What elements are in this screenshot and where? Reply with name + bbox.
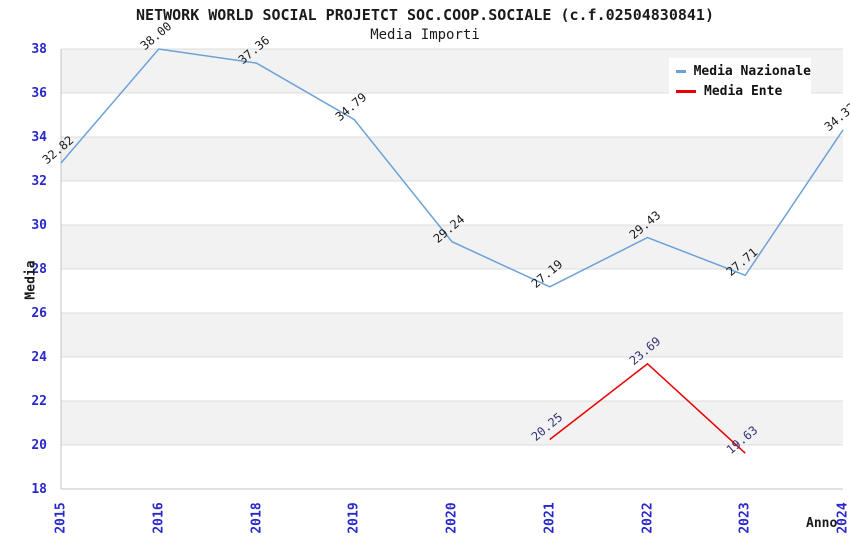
y-tick-label: 22: [31, 393, 47, 409]
y-tick-label: 28: [31, 261, 47, 277]
y-tick-label: 24: [31, 349, 47, 365]
y-axis-title: Media: [23, 260, 39, 300]
y-tick-label: 32: [31, 173, 47, 189]
x-axis-title: Anno: [806, 516, 838, 531]
legend: Media Nazionale Media Ente: [669, 58, 811, 105]
chart-title: NETWORK WORLD SOCIAL PROJETCT SOC.COOP.S…: [136, 6, 714, 24]
y-tick-label: 38: [31, 41, 47, 57]
legend-item-media-nazionale: Media Nazionale: [676, 64, 811, 79]
x-tick-label: 2016: [151, 502, 167, 534]
y-tick-label: 20: [31, 437, 47, 453]
x-tick-label: 2020: [444, 502, 460, 534]
x-tick-label: 2024: [835, 502, 850, 534]
chart-subtitle: Media Importi: [370, 27, 480, 43]
legend-line-sample-icon: [676, 90, 696, 94]
x-tick-label: 2019: [346, 502, 362, 534]
x-tick-label: 2018: [249, 502, 264, 534]
x-tick-label: 2023: [737, 502, 753, 534]
y-tick-label: 26: [31, 305, 47, 321]
y-tick-label: 18: [31, 481, 47, 497]
y-tick-label: 34: [31, 129, 47, 145]
x-tick-label: 2021: [542, 502, 558, 534]
legend-label: Media Ente: [704, 84, 783, 100]
x-tick-label: 2022: [640, 502, 655, 534]
y-tick-label: 36: [31, 85, 47, 101]
legend-label: Media Nazionale: [693, 63, 811, 79]
legend-line-sample-icon: [676, 69, 686, 73]
x-tick-label: 2015: [53, 502, 69, 534]
legend-item-media-ente: Media Ente: [676, 84, 811, 99]
y-tick-label: 30: [31, 217, 47, 233]
